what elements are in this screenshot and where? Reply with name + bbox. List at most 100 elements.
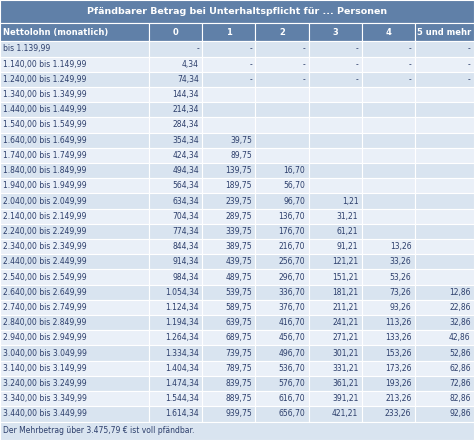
Bar <box>309 406 362 422</box>
Text: -: - <box>302 75 305 84</box>
Text: 3.240,00 bis 3.249,99: 3.240,00 bis 3.249,99 <box>3 379 87 388</box>
Bar <box>255 391 309 406</box>
Text: Der Mehrbetrag über 3.475,79 € ist voll pfändbar.: Der Mehrbetrag über 3.475,79 € ist voll … <box>3 426 195 435</box>
Bar <box>415 41 474 57</box>
Text: 2.840,00 bis 2.849,99: 2.840,00 bis 2.849,99 <box>3 318 87 327</box>
Text: 1.124,34: 1.124,34 <box>165 303 199 312</box>
Bar <box>149 87 202 102</box>
Bar <box>255 23 309 41</box>
Bar <box>0 72 149 87</box>
Text: 4,34: 4,34 <box>182 60 199 69</box>
Text: 1.440,00 bis 1.449,99: 1.440,00 bis 1.449,99 <box>3 105 87 114</box>
Bar <box>309 361 362 376</box>
Text: 62,86: 62,86 <box>449 364 471 373</box>
Text: 2.440,00 bis 2.449,99: 2.440,00 bis 2.449,99 <box>3 257 87 266</box>
Text: 739,75: 739,75 <box>226 348 252 358</box>
Bar <box>0 330 149 345</box>
Text: 1.240,00 bis 1.249,99: 1.240,00 bis 1.249,99 <box>3 75 87 84</box>
Text: 1.404,34: 1.404,34 <box>165 364 199 373</box>
Bar <box>149 117 202 132</box>
Bar <box>202 148 255 163</box>
Bar <box>149 57 202 72</box>
Bar <box>149 41 202 57</box>
Bar <box>362 194 415 209</box>
Bar <box>149 72 202 87</box>
Bar <box>362 148 415 163</box>
Text: 391,21: 391,21 <box>332 394 358 403</box>
Text: 939,75: 939,75 <box>226 409 252 418</box>
Bar <box>255 57 309 72</box>
Text: 139,75: 139,75 <box>226 166 252 175</box>
Bar <box>149 285 202 300</box>
Text: -: - <box>356 75 358 84</box>
Text: 494,34: 494,34 <box>173 166 199 175</box>
Text: 1.194,34: 1.194,34 <box>165 318 199 327</box>
Bar <box>0 163 149 178</box>
Bar <box>255 224 309 239</box>
Bar <box>415 345 474 361</box>
Bar <box>415 330 474 345</box>
Text: 1.740,00 bis 1.749,99: 1.740,00 bis 1.749,99 <box>3 151 87 160</box>
Text: -: - <box>302 60 305 69</box>
Text: 181,21: 181,21 <box>332 288 358 297</box>
Bar <box>415 406 474 422</box>
Text: 1.640,00 bis 1.649,99: 1.640,00 bis 1.649,99 <box>3 136 87 145</box>
Text: 12,86: 12,86 <box>449 288 471 297</box>
Text: 289,75: 289,75 <box>226 212 252 221</box>
Text: 1,21: 1,21 <box>342 197 358 205</box>
Bar <box>0 422 474 440</box>
Text: Nettolohn (monatlich): Nettolohn (monatlich) <box>3 28 109 37</box>
Text: 634,34: 634,34 <box>173 197 199 205</box>
Bar <box>415 194 474 209</box>
Bar <box>362 117 415 132</box>
Bar <box>309 285 362 300</box>
Bar <box>415 254 474 269</box>
Bar <box>255 41 309 57</box>
Bar <box>149 254 202 269</box>
Text: 91,21: 91,21 <box>337 242 358 251</box>
Text: 331,21: 331,21 <box>332 364 358 373</box>
Text: 113,26: 113,26 <box>385 318 411 327</box>
Bar <box>309 163 362 178</box>
Bar <box>415 269 474 285</box>
Bar <box>0 57 149 72</box>
Text: 2.740,00 bis 2.749,99: 2.740,00 bis 2.749,99 <box>3 303 87 312</box>
Text: 616,70: 616,70 <box>279 394 305 403</box>
Text: 1.614,34: 1.614,34 <box>165 409 199 418</box>
Bar <box>149 330 202 345</box>
Bar <box>202 254 255 269</box>
Bar <box>149 23 202 41</box>
Text: 1: 1 <box>226 28 232 37</box>
Bar <box>309 239 362 254</box>
Bar <box>309 178 362 194</box>
Bar <box>309 87 362 102</box>
Bar <box>202 117 255 132</box>
Text: 589,75: 589,75 <box>226 303 252 312</box>
Text: 301,21: 301,21 <box>332 348 358 358</box>
Bar <box>149 209 202 224</box>
Text: 82,86: 82,86 <box>449 394 471 403</box>
Bar <box>255 87 309 102</box>
Bar <box>309 269 362 285</box>
Text: 456,70: 456,70 <box>279 334 305 342</box>
Text: -: - <box>196 44 199 54</box>
Bar <box>309 57 362 72</box>
Bar <box>0 285 149 300</box>
Text: 213,26: 213,26 <box>385 394 411 403</box>
Text: 241,21: 241,21 <box>332 318 358 327</box>
Bar <box>149 194 202 209</box>
Bar <box>149 148 202 163</box>
Bar <box>149 239 202 254</box>
Bar <box>362 57 415 72</box>
Bar <box>149 224 202 239</box>
Text: 89,75: 89,75 <box>230 151 252 160</box>
Bar <box>202 87 255 102</box>
Text: 214,34: 214,34 <box>173 105 199 114</box>
Text: 389,75: 389,75 <box>226 242 252 251</box>
Bar <box>362 23 415 41</box>
Bar <box>309 254 362 269</box>
Bar <box>415 163 474 178</box>
Text: 564,34: 564,34 <box>173 181 199 191</box>
Bar <box>415 376 474 391</box>
Bar <box>415 23 474 41</box>
